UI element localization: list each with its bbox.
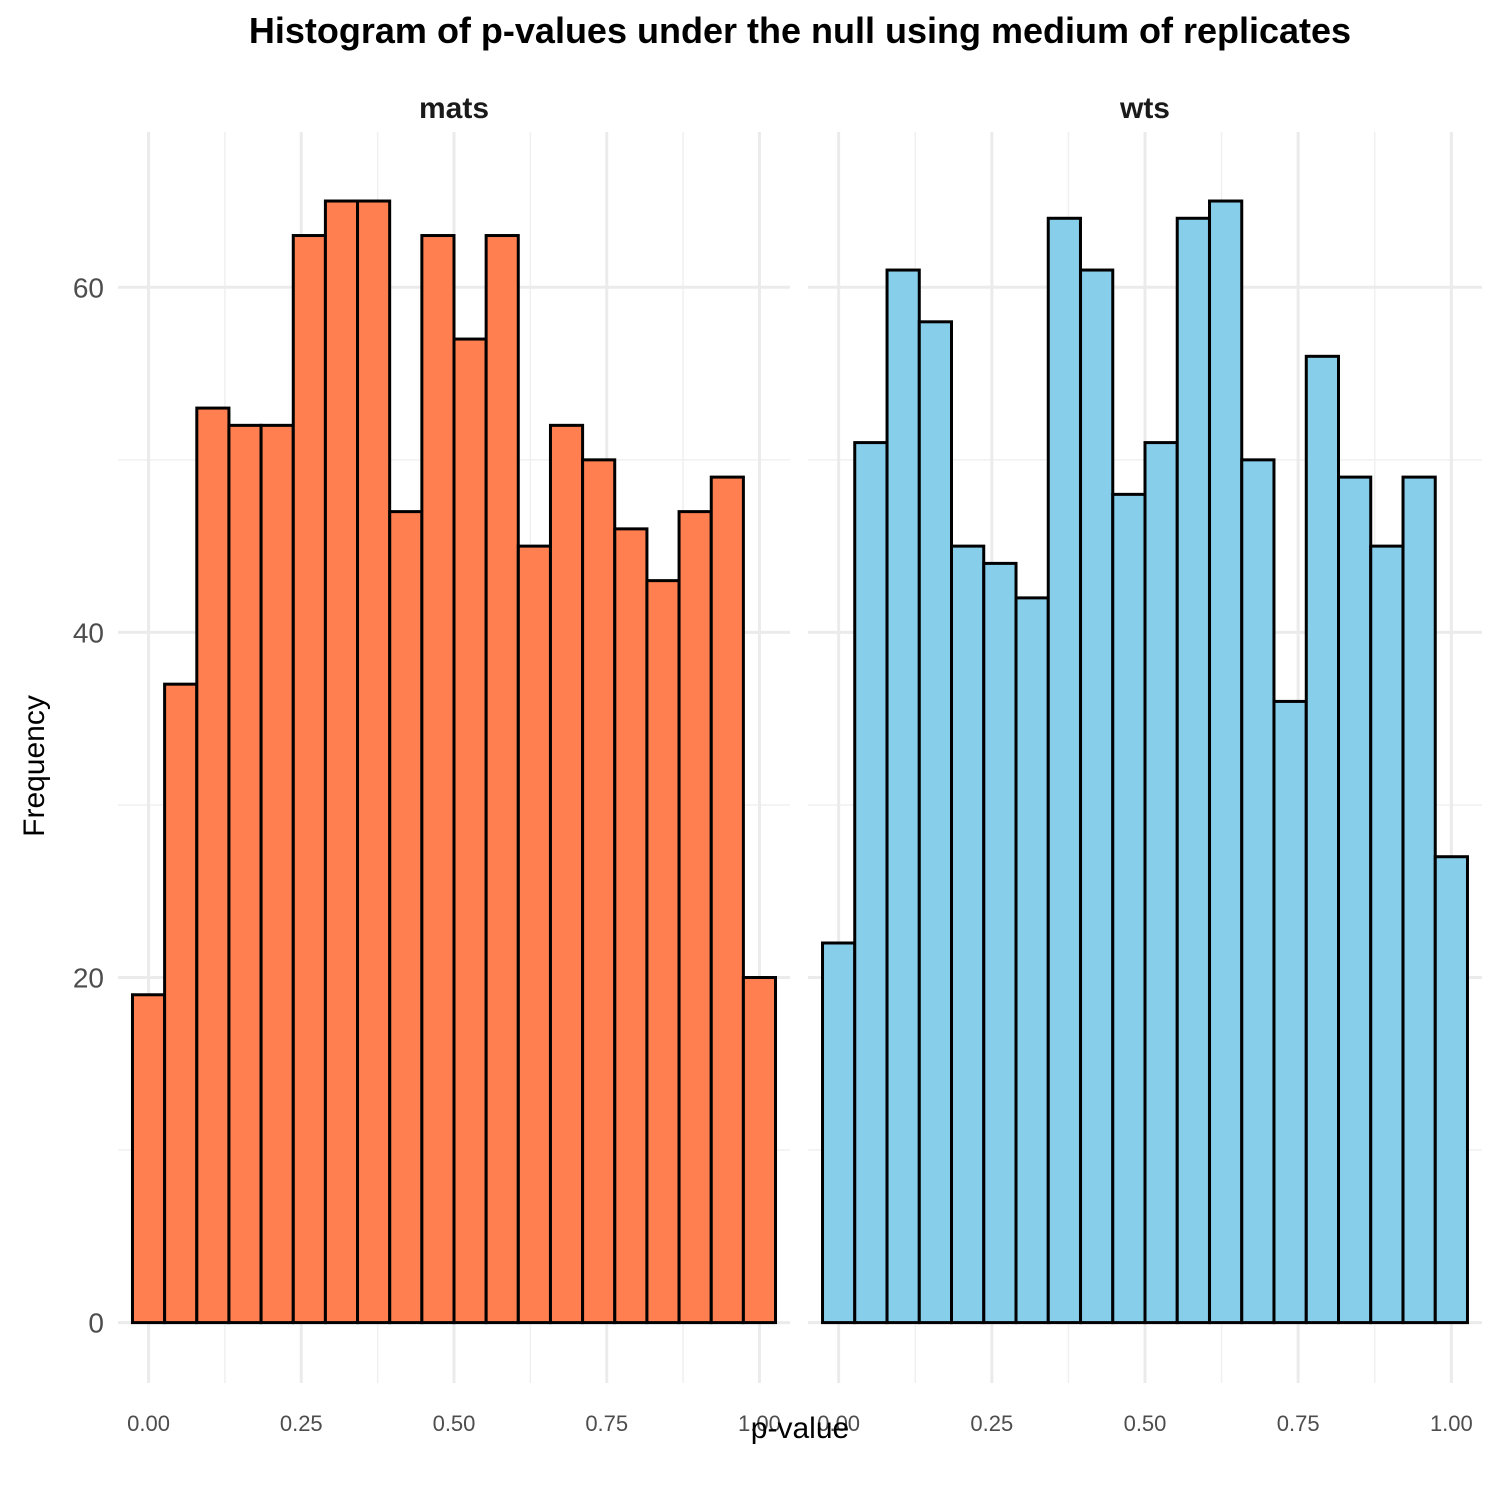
- histogram-bar-mats-18: [709, 475, 745, 1325]
- histogram-bar-wts-10: [1143, 441, 1179, 1325]
- histogram-bar-mats-1: [163, 682, 199, 1325]
- facet-strip-label: mats: [419, 92, 489, 125]
- histogram-bar-mats-19: [741, 976, 778, 1325]
- x-axis-title: p-value: [751, 1412, 849, 1445]
- x-tick-label: 0.75: [585, 1411, 628, 1436]
- x-tick-label: 0.00: [817, 1411, 860, 1436]
- histogram-bar-wts-8: [1079, 268, 1115, 1325]
- chart-title: Histogram of p-values under the null usi…: [248, 10, 1352, 51]
- histogram-bar-wts-16: [1336, 475, 1373, 1325]
- histogram-bar-wts-14: [1272, 699, 1308, 1325]
- x-tick-label: 0.50: [433, 1411, 476, 1436]
- histogram-bar-wts-9: [1111, 492, 1147, 1325]
- histogram-bar-mats-6: [323, 199, 360, 1325]
- histogram-bar-wts-11: [1175, 216, 1211, 1325]
- histogram-bar-mats-7: [356, 199, 392, 1325]
- x-tick-label: 0.00: [127, 1411, 170, 1436]
- histogram-bar-mats-13: [548, 423, 585, 1325]
- histogram-bar-wts-4: [950, 544, 986, 1325]
- histogram-bar-mats-5: [291, 234, 327, 1325]
- histogram-bar-mats-16: [645, 579, 681, 1325]
- x-tick-label: 1.00: [1430, 1411, 1473, 1436]
- facet-panel-mats: mats 0.00 0.25 0.50 0.75 1.00 0 20 40 60: [73, 92, 790, 1436]
- histogram-bar-mats-0: [130, 993, 167, 1325]
- histogram-bar-wts-12: [1208, 199, 1244, 1325]
- histogram-bar-mats-11: [484, 234, 520, 1325]
- histogram-bar-mats-14: [581, 458, 617, 1325]
- histogram-bar-mats-3: [227, 423, 263, 1325]
- histogram-bar-mats-4: [259, 423, 295, 1325]
- x-tick-label: 0.25: [970, 1411, 1013, 1436]
- histogram-bar-mats-12: [516, 544, 552, 1325]
- histogram-bar-mats-9: [420, 234, 456, 1325]
- histogram-bar-mats-17: [677, 510, 713, 1325]
- histogram-bar-wts-17: [1369, 544, 1405, 1325]
- histogram-bar-wts-5: [982, 561, 1018, 1325]
- histogram-bar-mats-10: [452, 337, 488, 1325]
- histogram-bar-wts-3: [917, 320, 954, 1325]
- histogram-bar-mats-2: [195, 406, 231, 1325]
- x-tick-label: 0.75: [1277, 1411, 1320, 1436]
- histogram-bar-wts-19: [1433, 855, 1469, 1325]
- facet-panels: mats 0.00 0.25 0.50 0.75 1.00 0 20 40 60 wts 0.00 0.…: [73, 92, 1482, 1436]
- histogram-bar-mats-8: [388, 510, 424, 1325]
- y-tick-label: 60: [73, 272, 104, 303]
- y-tick-label: 0: [88, 1308, 104, 1339]
- histogram-bar-wts-2: [885, 268, 921, 1325]
- histogram-bar-mats-15: [613, 527, 649, 1325]
- x-tick-label: 0.25: [280, 1411, 323, 1436]
- histogram-bar-wts-18: [1401, 475, 1437, 1325]
- histogram-bar-wts-13: [1240, 458, 1276, 1325]
- histogram-bar-wts-0: [821, 941, 857, 1325]
- facet-strip-label: wts: [1119, 92, 1170, 125]
- histogram-bar-wts-7: [1046, 216, 1082, 1325]
- histogram-bar-wts-15: [1304, 354, 1340, 1325]
- y-tick-label: 20: [73, 963, 104, 994]
- x-tick-label: 1.00: [738, 1411, 781, 1436]
- y-axis-title: Frequency: [18, 695, 51, 837]
- y-tick-label: 40: [73, 617, 104, 648]
- histogram-bar-wts-6: [1014, 596, 1050, 1325]
- x-tick-label: 0.50: [1124, 1411, 1167, 1436]
- histogram-bar-wts-1: [853, 441, 889, 1325]
- facet-panel-wts: wts 0.00 0.25 0.50 0.75 1.00: [808, 92, 1482, 1436]
